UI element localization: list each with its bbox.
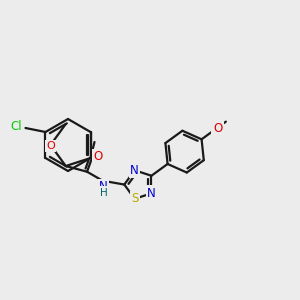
Text: N: N <box>130 164 139 177</box>
Text: O: O <box>213 122 222 135</box>
Text: N: N <box>147 187 156 200</box>
Text: Cl: Cl <box>11 121 22 134</box>
Text: S: S <box>131 192 138 205</box>
Text: O: O <box>46 141 55 151</box>
Text: N: N <box>99 180 108 193</box>
Text: O: O <box>93 150 103 163</box>
Text: H: H <box>100 188 107 198</box>
